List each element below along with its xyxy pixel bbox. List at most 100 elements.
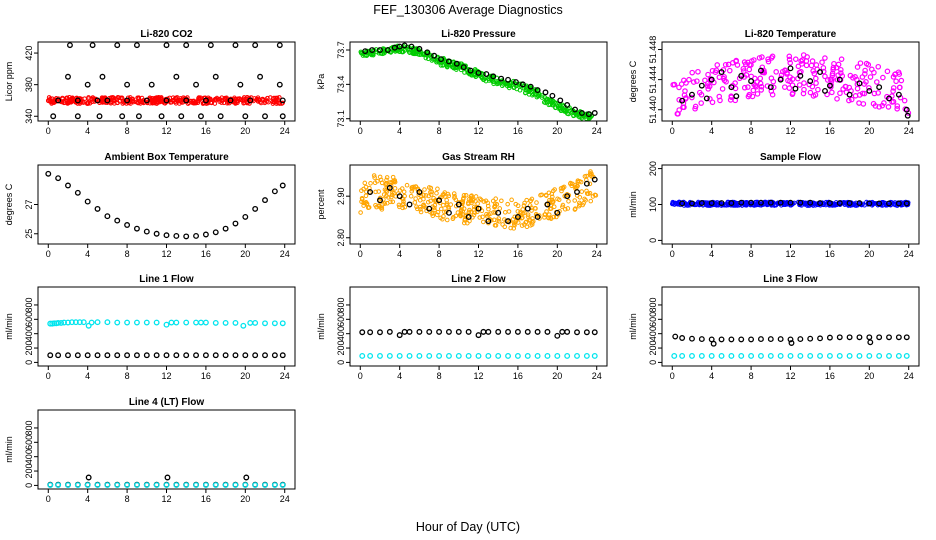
temperature-point: [798, 58, 804, 64]
data-point: [453, 60, 460, 67]
data-point: [99, 73, 106, 80]
band-point: [501, 82, 506, 87]
band-point: [390, 199, 396, 205]
data-point: [271, 188, 278, 195]
x-tick-label: 16: [201, 126, 211, 136]
x-tick-label: 4: [709, 126, 714, 136]
data-point: [119, 113, 126, 120]
band-point: [485, 203, 491, 209]
data-point: [846, 334, 853, 341]
band-point: [397, 204, 402, 210]
band-point: [455, 210, 461, 215]
data-point: [436, 352, 443, 359]
data-point: [445, 352, 452, 359]
temperature-point: [893, 78, 899, 85]
temperature-point: [796, 69, 803, 76]
band-point: [509, 197, 514, 203]
data-point: [163, 352, 170, 359]
data-point: [728, 200, 735, 207]
x-tick-label: 20: [864, 249, 874, 259]
data-point: [94, 352, 101, 359]
temperature-point: [764, 83, 771, 89]
data-point: [212, 482, 219, 488]
band-point: [220, 98, 225, 103]
band-point: [502, 224, 508, 230]
data-point: [212, 352, 219, 359]
data-point: [396, 332, 403, 339]
temperature-point: [812, 92, 819, 98]
band-point: [408, 193, 414, 199]
data-point: [866, 87, 873, 94]
data-point: [359, 352, 366, 359]
band-point: [461, 192, 467, 198]
data-point: [198, 113, 204, 120]
band-point: [534, 200, 539, 205]
data-point: [698, 352, 705, 359]
band-point: [453, 213, 459, 219]
data-point: [485, 328, 492, 335]
band-point: [577, 178, 582, 184]
band-point: [365, 205, 371, 211]
data-point: [846, 200, 853, 207]
x-tick-label: 16: [825, 249, 835, 259]
temperature-point: [889, 99, 895, 105]
temperature-point: [773, 69, 779, 75]
data-point: [227, 97, 234, 104]
data-point: [777, 76, 784, 83]
temperature-point: [692, 103, 699, 110]
temperature-point: [875, 90, 881, 96]
temperature-point: [819, 59, 825, 66]
band-point: [453, 197, 459, 202]
data-point: [158, 113, 165, 120]
data-point: [143, 352, 150, 359]
temperature-point: [894, 105, 900, 112]
band-point: [506, 85, 512, 91]
band-point: [204, 101, 209, 106]
data-point: [279, 113, 286, 120]
temperature-point: [813, 80, 819, 86]
data-point: [426, 328, 433, 335]
data-point: [65, 182, 71, 189]
plot-area: [670, 52, 912, 119]
data-point: [505, 218, 512, 225]
data-point: [163, 321, 170, 328]
band-point: [577, 194, 583, 200]
y-tick-label: 380: [24, 77, 34, 92]
temperature-point: [896, 84, 903, 91]
data-point: [797, 336, 804, 343]
panel-10: Line 4 (LT) Flow ml/min 0 4 8 12 16 20 24 0 200400…: [4, 397, 296, 504]
band-point: [546, 215, 551, 221]
band-point: [432, 207, 437, 213]
band-point: [493, 223, 499, 228]
band-point: [481, 199, 487, 204]
y-tick-label: 73.1: [336, 110, 346, 128]
temperature-point: [884, 68, 891, 75]
x-tick-label: 0: [358, 126, 363, 136]
data-point: [84, 352, 91, 359]
band-point: [552, 187, 557, 192]
band-point: [548, 102, 553, 107]
x-tick-label: 8: [437, 126, 442, 136]
data-point: [124, 352, 131, 359]
temperature-point: [838, 66, 844, 73]
data-point: [262, 113, 268, 120]
band-point: [508, 225, 514, 231]
data-point: [549, 92, 556, 99]
data-point: [475, 352, 482, 359]
band-point: [470, 197, 476, 203]
data-point: [67, 42, 73, 49]
data-point: [85, 474, 92, 481]
temperature-point: [786, 56, 793, 63]
band-point: [475, 209, 480, 214]
data-point: [84, 198, 91, 205]
data-point: [467, 67, 474, 74]
temperature-point: [690, 79, 697, 85]
temperature-point: [850, 74, 856, 81]
x-tick-label: 8: [749, 371, 754, 381]
data-point: [544, 201, 551, 208]
band-point: [421, 192, 426, 198]
plot-area: [358, 42, 598, 121]
temperature-point: [822, 55, 828, 61]
data-point: [867, 339, 874, 346]
data-point: [483, 71, 490, 78]
